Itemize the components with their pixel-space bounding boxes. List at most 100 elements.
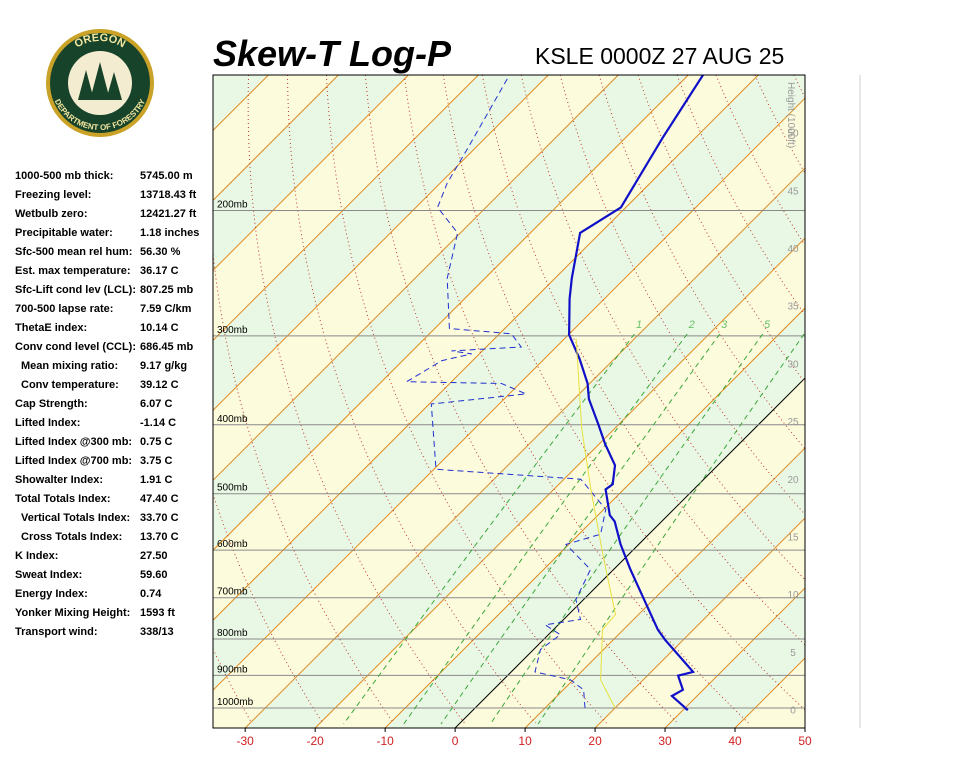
- stat-value: 27.50: [140, 550, 168, 562]
- mixing-ratio-label: 3: [721, 319, 728, 331]
- stat-value: 5745.00 m: [140, 170, 193, 182]
- mixing-ratio-label: 8: [805, 319, 812, 331]
- isotherm: [664, 587, 805, 728]
- stat-label: Precipitable water:: [15, 227, 113, 239]
- height-axis-label: Height (1000ft): [785, 82, 796, 148]
- stat-label: Wetbulb zero:: [15, 208, 88, 220]
- profile: [567, 75, 704, 711]
- stat-value: 686.45 mb: [140, 341, 193, 353]
- stat-label: Total Totals Index:: [15, 493, 111, 505]
- x-tick-label: 20: [588, 734, 602, 748]
- isotherm: [384, 307, 805, 728]
- mixing-ratio-label: 1: [636, 319, 642, 331]
- dry-adiabat: [442, 75, 805, 711]
- x-tick-label: 40: [728, 734, 742, 748]
- isotherm-band: [213, 75, 805, 691]
- dry-adiabat: [247, 75, 465, 724]
- stat-value: 9.17 g/kg: [140, 360, 187, 372]
- dry-adiabat: [213, 248, 395, 724]
- dry-adiabat: [403, 75, 749, 724]
- stat-label: Cap Strength:: [15, 398, 88, 410]
- isotherm: [213, 97, 805, 691]
- mixing-ratio-label: 2: [688, 319, 695, 331]
- y-tick-label: 500mb: [217, 483, 248, 494]
- stat-label: 1000-500 mb thick:: [15, 170, 113, 182]
- mixing-ratio-line: [440, 333, 721, 725]
- dry-adiabat: [637, 75, 805, 384]
- dry-adiabat: [364, 75, 678, 724]
- dewpoint-profile: [404, 77, 607, 709]
- y-tick-label: 200mb: [217, 200, 248, 211]
- isotherm: [213, 75, 479, 342]
- plot-foreground: 200mb 300mb 400mb 500mb 600mb 700mb 800mb 900mb…: [217, 75, 812, 748]
- stat-label: Est. max temperature:: [15, 265, 131, 277]
- stat-value: 7.59 C/km: [140, 303, 192, 315]
- y-tick-label: 600mb: [217, 539, 248, 550]
- stat-value: 47.40 C: [140, 493, 179, 505]
- height-tick-label: 0: [790, 706, 796, 717]
- stat-label: Sfc-500 mean rel hum:: [15, 246, 132, 258]
- stat-label: Conv cond level (CCL):: [15, 341, 136, 353]
- dry-adiabat: [793, 75, 805, 99]
- isotherm-band: [805, 75, 960, 728]
- stat-value: 10.14 C: [140, 322, 179, 334]
- stat-value: 807.25 mb: [140, 284, 193, 296]
- stat-label: Sweat Index:: [15, 569, 82, 581]
- chart-subtitle: KSLE 0000Z 27 AUG 25: [535, 43, 784, 69]
- isotherm: [213, 75, 339, 202]
- isotherm: [244, 167, 805, 728]
- x-tick-label: 50: [798, 734, 812, 748]
- x-tick-label: -30: [237, 734, 255, 748]
- y-tick-label: 800mb: [217, 628, 248, 639]
- mixing-ratio-label: 5: [764, 319, 771, 331]
- stat-label: Conv temperature:: [21, 379, 119, 391]
- stat-value: 6.07 C: [140, 398, 172, 410]
- isotherm: [454, 377, 805, 728]
- stat-label: Lifted Index @300 mb:: [15, 436, 132, 448]
- stat-value: 3.75 C: [140, 455, 172, 467]
- height-tick-label: 20: [787, 475, 799, 486]
- stat-value: 36.17 C: [140, 265, 179, 277]
- stat-label: K Index:: [15, 550, 58, 562]
- isotherm: [804, 727, 805, 728]
- y-tick-label: 300mb: [217, 325, 248, 336]
- stat-value: 1593 ft: [140, 607, 175, 619]
- y-tick-label: 1000mb: [217, 697, 254, 708]
- logo-top: OREGON: [73, 32, 128, 51]
- height-tick-label: 45: [787, 186, 799, 197]
- chart-title: Skew-T Log-P: [213, 33, 452, 74]
- stat-value: 39.12 C: [140, 379, 179, 391]
- logo-trees: [78, 62, 122, 100]
- isotherm: [213, 75, 689, 551]
- stat-value: 12421.27 ft: [140, 208, 197, 220]
- logo-top-text: OREGON: [73, 32, 128, 51]
- height-tick-label: 35: [787, 302, 799, 313]
- dry-adiabat: [325, 75, 607, 724]
- height-tick-label: 5: [790, 648, 796, 659]
- stat-label: ThetaE index:: [15, 322, 87, 334]
- stat-value: 13718.43 ft: [140, 189, 197, 201]
- height-tick-label: 30: [787, 359, 799, 370]
- stat-label: Energy Index:: [15, 588, 88, 600]
- mixing-ratio-line: [537, 333, 805, 725]
- x-tick-label: 0: [452, 734, 459, 748]
- height-tick-label: 25: [787, 417, 799, 428]
- dry-adiabat: [872, 75, 960, 723]
- x-tick-label: 10: [518, 734, 532, 748]
- y-tick-label: 400mb: [217, 414, 248, 425]
- stat-value: 0.75 C: [140, 436, 172, 448]
- isotherm: [594, 517, 805, 728]
- height-tick-label: 50: [787, 129, 799, 140]
- stat-value: 0.74: [140, 588, 162, 600]
- isotherm: [213, 75, 549, 412]
- height-tick-label: 10: [787, 590, 799, 601]
- isotherm: [213, 75, 409, 272]
- y-tick-label: 700mb: [217, 587, 248, 598]
- plot-frame: [212, 74, 806, 729]
- stat-label: Vertical Totals Index:: [21, 512, 130, 524]
- stat-value: 59.60: [140, 569, 168, 581]
- dry-adiabat: [286, 75, 536, 724]
- stat-label: 700-500 lapse rate:: [15, 303, 113, 315]
